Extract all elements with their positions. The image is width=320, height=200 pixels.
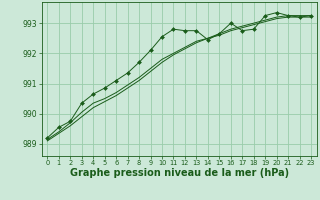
- X-axis label: Graphe pression niveau de la mer (hPa): Graphe pression niveau de la mer (hPa): [70, 168, 289, 178]
